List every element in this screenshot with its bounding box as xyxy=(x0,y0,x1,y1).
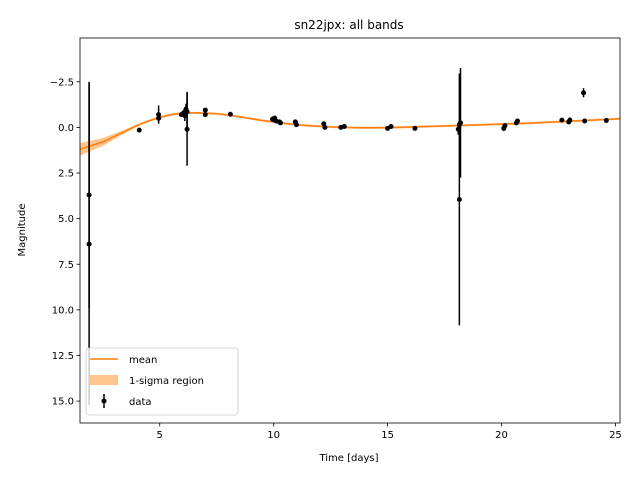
data-point xyxy=(293,122,299,128)
data-point xyxy=(582,118,588,124)
data-points-layer xyxy=(86,68,609,405)
legend: mean 1-sigma region data xyxy=(85,347,239,416)
data-point xyxy=(559,117,565,123)
data-point xyxy=(388,123,394,129)
chart-title: sn22jpx: all bands xyxy=(294,18,403,32)
y-tick-label: 2.5 xyxy=(58,169,74,180)
y-axis-ticks: −2.5 0.0 2.5 5.0 7.5 10.0 12.5 15.0 xyxy=(50,77,80,408)
legend-frame xyxy=(85,347,239,416)
y-axis-label: Magnitude xyxy=(17,204,28,257)
x-tick-label: 15 xyxy=(381,430,394,441)
data-point xyxy=(227,111,233,117)
plot-frame xyxy=(79,37,621,424)
data-point xyxy=(567,117,573,123)
legend-data-label: data xyxy=(129,397,152,408)
data-point xyxy=(202,112,208,118)
data-point xyxy=(341,123,347,129)
y-tick-label: −2.5 xyxy=(50,77,74,88)
y-tick-label: 15.0 xyxy=(52,397,74,408)
x-axis-ticks: 5 10 15 20 25 xyxy=(157,423,622,441)
data-point xyxy=(278,120,284,126)
mean-line xyxy=(80,112,620,151)
data-point xyxy=(86,241,92,247)
x-tick-label: 20 xyxy=(495,430,508,441)
legend-band-label: 1-sigma region xyxy=(129,376,204,387)
legend-mean-label: mean xyxy=(129,355,157,366)
data-point xyxy=(456,196,462,202)
y-tick-label: 12.5 xyxy=(52,351,74,362)
data-point xyxy=(458,120,464,126)
data-point xyxy=(603,117,609,123)
data-point xyxy=(322,124,328,130)
data-point xyxy=(136,127,142,133)
data-point xyxy=(184,126,190,132)
data-point xyxy=(412,125,418,131)
mean-line-layer xyxy=(80,112,620,151)
legend-band-swatch xyxy=(90,375,118,385)
data-point xyxy=(502,123,508,129)
x-tick-label: 25 xyxy=(609,430,622,441)
data-point xyxy=(581,90,587,96)
y-tick-label: 5.0 xyxy=(58,214,74,225)
y-tick-label: 7.5 xyxy=(58,260,74,271)
data-point xyxy=(156,115,162,121)
x-tick-label: 5 xyxy=(157,430,163,441)
x-tick-label: 10 xyxy=(267,430,280,441)
plot-area: 5 10 15 20 25 −2.5 0.0 2.5 5.0 7.5 10.0 12.5 15.0 xyxy=(50,37,622,441)
data-point xyxy=(514,118,520,124)
y-tick-label: 10.0 xyxy=(52,305,74,316)
x-axis-label: Time [days] xyxy=(318,453,378,464)
legend-data-marker xyxy=(101,398,107,404)
data-point xyxy=(202,107,208,113)
y-tick-label: 0.0 xyxy=(58,123,74,134)
